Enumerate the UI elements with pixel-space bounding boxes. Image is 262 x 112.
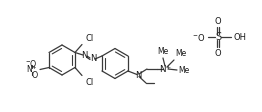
Text: N$^{+}$: N$^{+}$ xyxy=(159,63,173,75)
Text: O: O xyxy=(215,16,221,26)
Text: $^{-}$O: $^{-}$O xyxy=(192,31,205,42)
Text: N: N xyxy=(90,54,96,63)
Text: O: O xyxy=(215,48,221,57)
Text: N$^{+}$: N$^{+}$ xyxy=(26,64,38,75)
Text: O: O xyxy=(32,71,38,80)
Text: Cl: Cl xyxy=(86,78,94,86)
Text: N: N xyxy=(81,51,87,60)
Text: $^{-}$O: $^{-}$O xyxy=(25,58,38,69)
Text: Cl: Cl xyxy=(86,33,94,42)
Text: OH: OH xyxy=(234,32,247,42)
Text: Me: Me xyxy=(175,49,186,58)
Text: S: S xyxy=(215,32,221,42)
Text: Me: Me xyxy=(178,66,189,74)
Text: Me: Me xyxy=(157,47,169,56)
Text: N: N xyxy=(135,70,141,80)
